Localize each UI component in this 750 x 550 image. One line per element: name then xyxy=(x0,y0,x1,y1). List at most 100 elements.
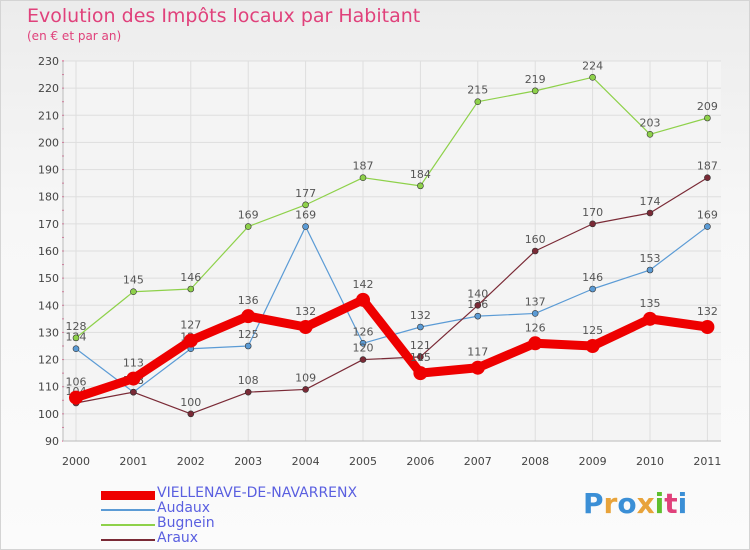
x-tick-label: 2004 xyxy=(292,455,320,468)
data-label-viellenave-de-navarrenx: 127 xyxy=(180,319,201,332)
y-tick-label: 220 xyxy=(38,82,59,95)
data-point-bugnein xyxy=(646,130,654,138)
data-label-audaux: 169 xyxy=(697,209,718,222)
data-label-viellenave-de-navarrenx: 115 xyxy=(410,351,431,364)
legend-item: VIELLENAVE-DE-NAVARRENX xyxy=(101,485,461,503)
data-label-bugnein: 184 xyxy=(410,168,431,181)
data-label-viellenave-de-navarrenx: 136 xyxy=(238,294,259,307)
y-tick-label: 110 xyxy=(38,381,59,394)
data-point-bugnein xyxy=(130,288,137,296)
y-tick-label: 130 xyxy=(38,326,59,339)
data-label-bugnein: 219 xyxy=(525,73,546,86)
data-point-bugnein xyxy=(704,114,711,122)
data-point-viellenave-de-navarrenx xyxy=(700,320,715,334)
legend-swatch xyxy=(101,509,155,511)
data-label-audaux: 132 xyxy=(410,309,431,322)
data-point-audaux xyxy=(417,323,424,331)
x-tick-label: 2000 xyxy=(62,455,90,468)
legend-swatch xyxy=(101,539,155,541)
legend-label: Audaux xyxy=(157,500,211,516)
data-label-audaux: 125 xyxy=(238,328,259,341)
data-point-audaux xyxy=(531,310,539,317)
y-tick-label: 210 xyxy=(38,109,59,122)
y-tick-label: 230 xyxy=(38,55,59,68)
data-label-araux: 120 xyxy=(353,342,374,355)
series-line-viellenave-de-navarrenx xyxy=(71,295,712,403)
data-point-viellenave-de-navarrenx xyxy=(413,366,428,381)
data-label-audaux: 146 xyxy=(582,271,603,284)
y-tick-label: 150 xyxy=(38,272,59,285)
x-tick-label: 2009 xyxy=(579,455,607,468)
data-label-audaux: 137 xyxy=(525,295,546,308)
data-label-audaux: 169 xyxy=(295,209,316,222)
data-label-araux: 174 xyxy=(640,195,661,208)
data-point-viellenave-de-navarrenx xyxy=(126,371,141,386)
data-label-araux: 108 xyxy=(238,374,259,387)
data-label-viellenave-de-navarrenx: 106 xyxy=(66,376,87,389)
data-point-bugnein xyxy=(474,98,482,106)
chart-subtitle: (en € et par an) xyxy=(27,29,122,43)
data-point-viellenave-de-navarrenx xyxy=(585,339,600,353)
proxiti-logo: Proxiti xyxy=(583,487,687,520)
data-label-bugnein: 128 xyxy=(66,320,87,333)
x-tick-label: 2008 xyxy=(521,455,549,468)
data-point-bugnein xyxy=(359,174,367,182)
legend-item: Audaux xyxy=(101,500,461,518)
data-point-araux xyxy=(646,209,654,217)
logo-letter: r xyxy=(603,487,618,520)
data-label-araux: 187 xyxy=(697,160,718,173)
data-point-viellenave-de-navarrenx xyxy=(643,311,657,326)
y-tick-label: 140 xyxy=(38,299,59,312)
data-point-bugnein xyxy=(72,334,80,342)
x-tick-label: 2002 xyxy=(177,455,205,468)
data-label-bugnein: 177 xyxy=(295,187,316,200)
data-point-araux xyxy=(359,356,367,363)
y-tick-label: 170 xyxy=(38,218,59,231)
legend-item: Araux xyxy=(101,530,461,548)
y-tick-label: 180 xyxy=(38,191,59,204)
legend: VIELLENAVE-DE-NAVARRENX Audaux Bugnein Arau… xyxy=(101,485,461,547)
data-label-viellenave-de-navarrenx: 125 xyxy=(582,324,603,337)
data-point-audaux xyxy=(359,339,367,347)
data-label-viellenave-de-navarrenx: 132 xyxy=(295,305,316,318)
x-tick-label: 2010 xyxy=(636,455,664,468)
x-tick-label: 2003 xyxy=(234,455,262,468)
logo-letter: o xyxy=(617,487,637,520)
data-point-viellenave-de-navarrenx xyxy=(298,320,313,334)
data-label-bugnein: 146 xyxy=(180,271,201,284)
data-label-bugnein: 209 xyxy=(697,100,718,113)
data-point-araux xyxy=(417,353,424,361)
data-label-bugnein: 215 xyxy=(467,84,488,97)
legend-swatch xyxy=(101,524,155,526)
data-label-bugnein: 203 xyxy=(640,116,661,129)
legend-label: Araux xyxy=(157,530,199,546)
data-point-viellenave-de-navarrenx xyxy=(183,333,198,348)
data-point-audaux xyxy=(244,342,252,350)
data-point-bugnein xyxy=(302,201,309,209)
data-point-viellenave-de-navarrenx xyxy=(69,390,83,405)
legend-label: VIELLENAVE-DE-NAVARRENX xyxy=(157,485,358,501)
y-tick-label: 120 xyxy=(38,354,59,367)
y-tick-label: 200 xyxy=(38,136,59,149)
data-point-bugnein xyxy=(417,182,424,190)
data-point-audaux xyxy=(589,285,596,293)
data-label-viellenave-de-navarrenx: 132 xyxy=(697,305,718,318)
x-tick-label: 2001 xyxy=(119,455,147,468)
data-point-araux xyxy=(704,174,711,182)
data-point-araux xyxy=(187,410,195,418)
series-line-araux xyxy=(75,177,709,415)
data-point-bugnein xyxy=(244,223,252,230)
logo-letter: x xyxy=(636,487,655,520)
x-tick-label: 2005 xyxy=(349,455,377,468)
data-label-audaux: 153 xyxy=(640,252,661,265)
y-tick-label: 100 xyxy=(38,408,59,421)
data-label-viellenave-de-navarrenx: 126 xyxy=(525,321,546,334)
data-point-bugnein xyxy=(589,73,596,81)
y-tick-label: 160 xyxy=(38,245,59,258)
logo-letter: t xyxy=(664,487,678,520)
data-point-araux xyxy=(531,247,539,255)
x-tick-label: 2011 xyxy=(693,455,721,468)
data-point-viellenave-de-navarrenx xyxy=(470,360,485,375)
legend-swatch xyxy=(101,490,155,500)
